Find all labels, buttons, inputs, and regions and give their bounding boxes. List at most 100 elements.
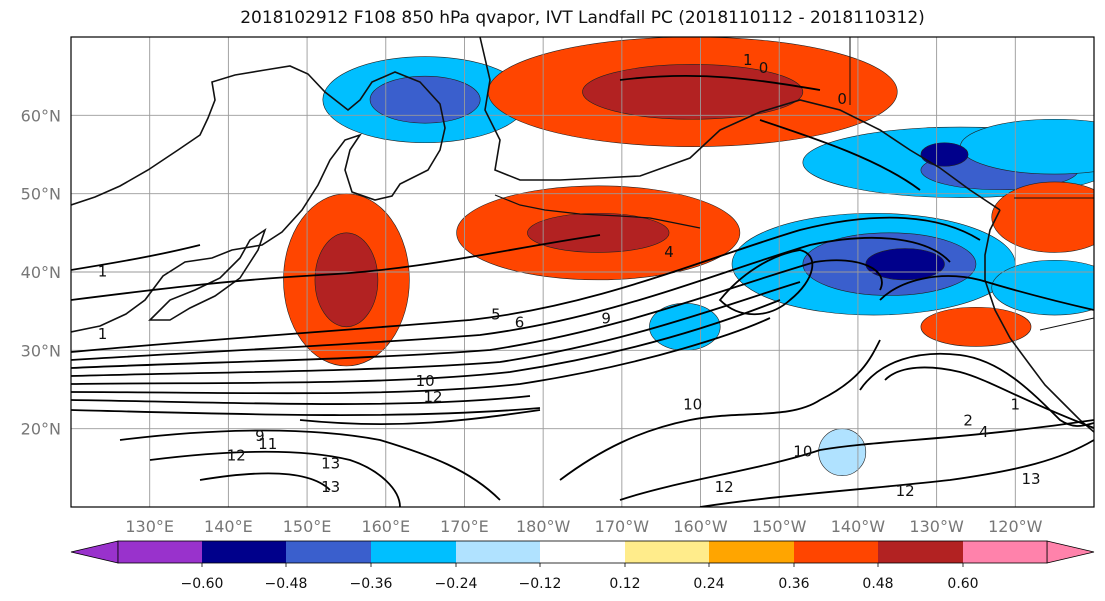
contour-line [884, 366, 1094, 429]
colorbar-tick-label: 0.36 [778, 576, 809, 592]
longitude-tick-label: 160°W [673, 517, 728, 536]
contour-label: 5 [491, 306, 501, 324]
colorbar-segment [709, 541, 794, 563]
contour-line [71, 317, 771, 395]
longitude-tick-label: 130°E [125, 517, 174, 536]
colorbar-tick-label: −0.12 [519, 576, 562, 592]
colorbar-tick-label: −0.60 [181, 576, 224, 592]
longitude-tick-label: 150°E [283, 517, 332, 536]
shading-blob [314, 232, 379, 328]
contour-line [619, 419, 1094, 501]
colorbar-segment [963, 541, 1047, 563]
contour-line [71, 216, 981, 353]
contour-line [619, 74, 821, 91]
contour-line [119, 429, 501, 501]
shading-blob [818, 428, 867, 476]
contour-line [71, 299, 781, 385]
contour-label: 9 [601, 310, 611, 328]
map-frame [70, 36, 1095, 508]
contour-line [71, 244, 201, 271]
contour-label: 13 [321, 478, 340, 496]
longitude-axis: 130°E 140°E 150°E 160°E 170°E 180°W 170°W 160°W… [125, 517, 1042, 536]
longitude-tick-label: 120°W [988, 517, 1043, 536]
colorbar: −0.60 −0.48 −0.36 −0.24 −0.12 0.12 0.24 0.36 0.4… [70, 540, 1095, 592]
contour-label: 13 [1021, 470, 1040, 488]
contour-line [299, 409, 541, 426]
longitude-tick-label: 140°W [831, 517, 886, 536]
contour-label: 4 [664, 243, 674, 261]
contour-line [149, 450, 401, 507]
colorbar-tick-label: 0.48 [862, 576, 893, 592]
longitude-tick-label: 150°W [752, 517, 807, 536]
colorbar-extend-high [1046, 540, 1095, 564]
ivt-contours [71, 74, 1094, 507]
colorbar-tick-label: −0.24 [435, 576, 478, 592]
contour-line [879, 275, 1094, 311]
contour-label: 12 [715, 478, 734, 496]
longitude-tick-label: 170°E [440, 517, 489, 536]
latitude-tick-label: 30°N [21, 341, 61, 360]
coastline-aleutians [494, 194, 701, 229]
colorbar-tick-label: −0.36 [350, 576, 393, 592]
contour-label: 12 [227, 447, 246, 465]
shading-blob [991, 259, 1094, 316]
contour-label: 6 [515, 313, 525, 331]
colorbar-tick-label: 0.24 [693, 576, 724, 592]
latitude-tick-label: 20°N [21, 420, 61, 439]
colorbar-tick-label: 0.60 [947, 576, 978, 592]
contour-line [859, 352, 1094, 427]
colorbar-segment [540, 541, 625, 563]
border-canada-us [849, 37, 1094, 199]
border-us-mexico [1039, 317, 1094, 331]
contour-label: 1 [1011, 396, 1021, 414]
colorbar-tick-label: −0.48 [265, 576, 308, 592]
contour-label: 10 [683, 396, 702, 414]
longitude-tick-label: 180°W [516, 517, 571, 536]
contour-label: 0 [837, 90, 847, 108]
longitude-tick-label: 130°W [909, 517, 964, 536]
longitude-tick-label: 140°E [204, 517, 253, 536]
contour-line [718, 249, 814, 316]
coastline-north-america [984, 209, 1094, 433]
contour-label: 12 [896, 482, 915, 500]
shading-blob [920, 306, 1032, 347]
contour-label: 4 [979, 423, 989, 441]
contour-line [559, 339, 881, 481]
shading-blob [527, 212, 670, 253]
contour-label: 12 [423, 388, 442, 406]
graticule [71, 37, 1094, 507]
coastlines [71, 37, 1094, 433]
shading-blob [369, 75, 481, 124]
colorbar-segment [286, 541, 371, 563]
contour-line [71, 395, 531, 405]
colorbar-segment [118, 541, 202, 563]
shading-blob [920, 142, 969, 167]
contour-label: 10 [793, 443, 812, 461]
colorbar-segment [371, 541, 456, 563]
contour-line [71, 281, 801, 377]
latitude-tick-label: 50°N [21, 185, 61, 204]
contour-label: 1 [98, 263, 108, 281]
colorbar-segment [878, 541, 963, 563]
map-title: 2018102912 F108 850 hPa qvapor, IVT Land… [240, 8, 925, 28]
contour-label: 9 [255, 427, 265, 445]
contour-label: 10 [416, 372, 435, 390]
colorbar-tick-label: 0.12 [609, 576, 640, 592]
longitude-tick-label: 160°E [361, 517, 410, 536]
colorbar-segment [202, 541, 286, 563]
latitude-tick-label: 40°N [21, 263, 61, 282]
contour-label: 0 [759, 59, 769, 77]
coastline-alaska [479, 37, 1001, 211]
contour-line [71, 407, 541, 416]
contour-line [71, 236, 951, 361]
latitude-axis: 60°N 50°N 40°N 30°N 20°N [21, 106, 61, 438]
contour-line [759, 119, 921, 191]
contour-label: 2 [963, 411, 973, 429]
shading-blob [865, 248, 945, 281]
contour-line [71, 259, 883, 369]
longitude-tick-label: 170°W [595, 517, 650, 536]
coastline-asia [71, 65, 446, 333]
colorbar-frame [117, 540, 1048, 564]
